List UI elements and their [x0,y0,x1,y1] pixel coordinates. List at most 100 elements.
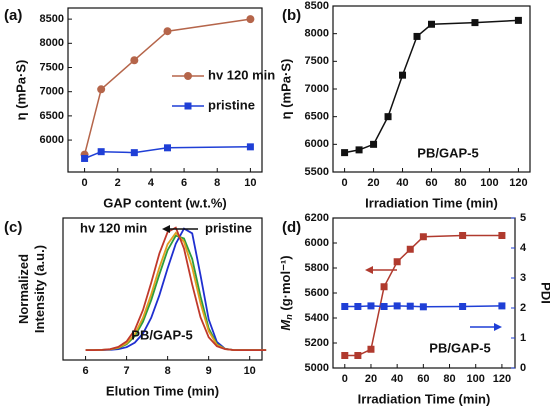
marker [341,352,349,359]
y-axis-label-line: Intensity (a.u.) [32,245,47,333]
marker [498,302,506,310]
x-tick-label: 8 [214,177,220,189]
marker [459,303,467,310]
x-tick-label: 120 [509,177,527,189]
y-axis-label-part: M [278,319,293,331]
x-tick-label: 9 [206,365,212,377]
marker [367,345,375,353]
x-tick-label: 80 [443,373,455,385]
y-axis-label: η (mPa·S) [278,59,293,120]
x-tick-label: 6 [181,177,187,189]
x-tick-label: 2 [115,177,121,189]
marker [393,302,401,310]
y-tick-label: 6200 [305,212,329,224]
marker [384,113,392,121]
series-line [83,18,251,155]
curve-label: hv 120 min [80,220,147,235]
plot-frame [67,7,263,173]
y-axis-label: Mn (g·mol⁻¹) [278,255,294,330]
marker [163,27,172,36]
y-tick-label: 5200 [305,337,329,349]
y-tick-label: 8500 [305,0,329,12]
legend-label: pristine [208,97,255,112]
x-tick-label: 7 [124,365,130,377]
y-tick-label: 5800 [305,262,329,274]
y-axis-label-line: Normalized [16,254,31,324]
curve-label: pristine [205,220,252,235]
x-tick-label: 0 [342,373,348,385]
arrow-head [494,323,502,331]
y-tick-label: 6000 [40,134,64,146]
arrow-head [162,225,170,233]
panel-label: (b) [282,7,301,24]
x-tick-label: 4 [148,177,155,189]
y2-tick-label: 2 [520,302,526,314]
x-axis-label: Irradiation Time (min) [358,391,491,406]
x-tick-label: 20 [365,373,377,385]
y-tick-label: 7500 [305,55,329,67]
marker [380,303,388,310]
marker [130,56,139,65]
x-tick-label: 120 [493,373,511,385]
x-tick-label: 60 [425,177,437,189]
arrow-head [365,266,373,274]
y-tick-label: 6500 [305,111,329,123]
marker [413,32,421,40]
y-tick-label: 8000 [305,28,329,40]
plot-frame [62,217,263,361]
marker [130,149,138,157]
marker [341,303,349,310]
marker [514,16,522,24]
marker [355,146,363,154]
y-tick-label: 8500 [40,13,64,25]
y-tick-label: 6500 [40,110,64,122]
panel-label: (c) [4,219,22,236]
x-tick-label: 10 [244,177,256,189]
y2-tick-label: 5 [520,212,526,224]
marker [354,352,362,359]
marker [419,303,427,311]
series-line [344,234,502,357]
marker [419,233,427,241]
marker [354,303,362,310]
x-tick-label: 100 [467,373,485,385]
annotation: PB/GAP-5 [429,340,490,355]
y-axis-label-part: (g·mol⁻¹) [278,255,293,314]
y-tick-label: 5000 [305,362,329,374]
x-axis-label: Elution Time (min) [106,383,219,398]
legend-marker [184,102,192,110]
marker [459,232,467,239]
marker [406,245,414,253]
y-tick-label: 5600 [305,287,329,299]
y2-axis-label: PDI [539,282,550,304]
marker [81,154,89,162]
y2-tick-label: 3 [520,272,526,284]
y2-tick-label: 1 [520,332,526,344]
y2-tick-label: 0 [520,362,526,374]
legend-marker [184,72,192,80]
y-tick-label: 7000 [305,83,329,95]
legend-label: hv 120 min [208,67,275,82]
marker [428,20,435,28]
x-axis-label: Irradiation Time (min) [365,195,498,210]
annotation: PB/GAP-5 [417,145,478,160]
marker [97,148,105,156]
x-tick-label: 40 [391,373,403,385]
y-tick-label: 7500 [40,61,64,73]
marker [393,258,401,266]
panel-label: (a) [4,7,22,24]
marker [406,302,414,310]
y-axis-label: η (mPa·S) [13,60,28,121]
marker [246,143,254,151]
y-tick-label: 6000 [305,237,329,249]
x-tick-label: 10 [244,365,256,377]
marker [367,302,375,310]
x-tick-label: 80 [454,177,466,189]
marker [471,19,479,27]
marker [97,85,106,94]
marker [380,283,388,291]
x-tick-label: 40 [396,177,408,189]
y-tick-label: 8000 [40,37,64,49]
x-tick-label: 100 [480,177,498,189]
